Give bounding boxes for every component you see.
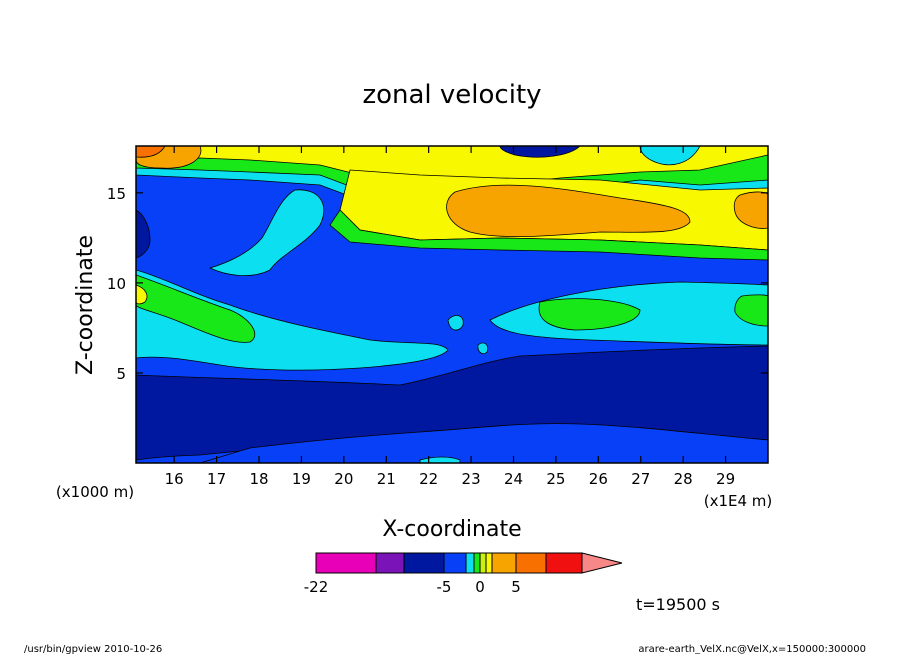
colorbar-cell — [443, 552, 467, 574]
contour-cyan-island2 — [477, 342, 489, 355]
x-tick-label: 24 — [504, 470, 523, 488]
x-tick-label: 17 — [207, 470, 226, 488]
x-tick-label: 23 — [462, 470, 481, 488]
chart-title: zonal velocity — [362, 80, 541, 110]
colorbar-cell — [465, 552, 475, 574]
footer-right: arare-earth_VelX.nc@VelX,x=150000:300000 — [638, 644, 866, 654]
colorbar-tick-label: -5 — [437, 578, 452, 596]
contour-cyan-mid — [136, 269, 449, 371]
y-tick-label: 10 — [107, 275, 126, 293]
contour-darkblue-top — [499, 146, 581, 158]
colorbar-cell — [515, 552, 547, 574]
y-tick-label: 15 — [107, 185, 126, 203]
colorbar-tick-label: 5 — [511, 578, 521, 596]
x-tick-label: 27 — [631, 470, 650, 488]
colorbar-tick-label: -22 — [304, 578, 329, 596]
x-tick-label: 26 — [589, 470, 608, 488]
contour-blue-bottom — [199, 423, 768, 463]
y-tick-group: 5 10 15 — [107, 185, 768, 383]
x-tick-label: 28 — [674, 470, 693, 488]
y-axis-label: Z-coordinate — [73, 235, 98, 375]
colorbar-arrow — [581, 552, 623, 574]
x-axis-label: X-coordinate — [382, 517, 521, 542]
colorbar-tick-labels: -22 -5 0 5 — [304, 578, 521, 596]
contour-green-right2 — [734, 294, 768, 327]
x-tick-label: 25 — [546, 470, 565, 488]
x-tick-label: 16 — [165, 470, 184, 488]
colorbar-cell — [545, 552, 583, 574]
contour-field — [136, 146, 768, 463]
contour-green-band — [329, 209, 768, 261]
colorbar-tick-label: 0 — [475, 578, 485, 596]
contour-darkblue-leftstrip — [136, 209, 151, 259]
contour-green-left — [136, 274, 256, 343]
x-tick-label: 20 — [334, 470, 353, 488]
colorbar — [315, 552, 623, 574]
colorbar-cell — [479, 552, 487, 574]
x-unit-label: (x1E4 m) — [704, 492, 773, 510]
colorbar-cell — [473, 552, 481, 574]
x-tick-label: 19 — [292, 470, 311, 488]
contour-green-right1 — [538, 298, 641, 331]
contour-orange-right — [733, 191, 768, 229]
x-tick-label: 21 — [377, 470, 396, 488]
plot-frame — [135, 145, 769, 464]
x-tick-label: 18 — [249, 470, 268, 488]
colorbar-cell — [315, 552, 377, 574]
colorbar-cell — [491, 552, 517, 574]
y-unit-label: (x1000 m) — [56, 483, 134, 501]
colorbar-cell — [403, 552, 445, 574]
time-label: t=19500 s — [636, 595, 720, 614]
x-tick-label: 22 — [419, 470, 438, 488]
contour-cyan-topright — [639, 146, 701, 166]
contour-orange-blob — [446, 184, 691, 238]
x-tick-group: 16 17 18 19 20 21 22 23 24 25 26 27 28 29 — [165, 146, 735, 488]
contour-cyan-island1 — [447, 315, 464, 331]
colorbar-cell — [485, 552, 493, 574]
colorbar-cell — [375, 552, 405, 574]
contour-cyan-left-bulge — [208, 189, 325, 276]
x-tick-label: 29 — [716, 470, 735, 488]
footer-left: /usr/bin/gpview 2010-10-26 — [24, 644, 162, 654]
y-tick-label: 5 — [116, 365, 126, 383]
